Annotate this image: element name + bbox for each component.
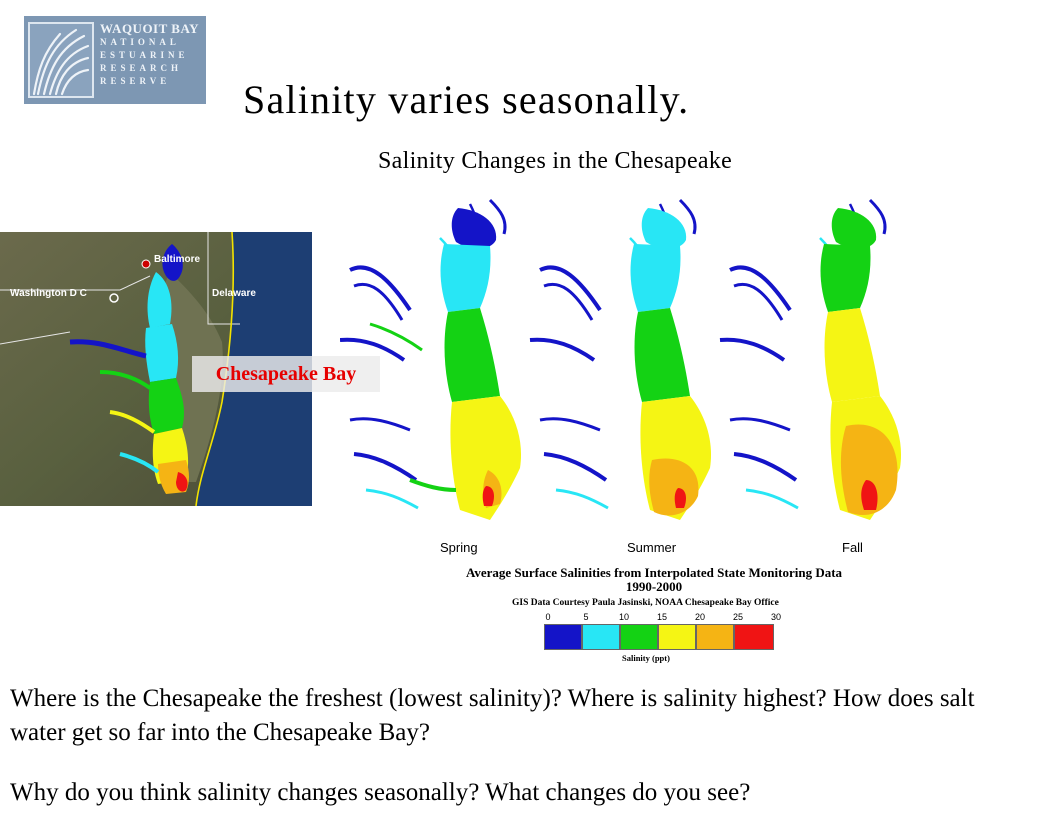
- season-label-summer: Summer: [627, 540, 677, 555]
- legend-swatch-20-25: [696, 624, 734, 650]
- summer-salinity-map: [528, 198, 712, 520]
- legend-tick: 10: [618, 612, 630, 622]
- delaware-label: Delaware: [212, 288, 256, 299]
- legend-tick: 15: [656, 612, 668, 622]
- waquoit-bay-logo: WAQUOIT BAY NATIONAL ESTUARINE RESEARCH …: [24, 16, 206, 104]
- logo-line-5: RESERVE: [100, 76, 171, 86]
- legend-tick: 25: [732, 612, 744, 622]
- caption-line-1: Average Surface Salinities from Interpol…: [465, 565, 843, 580]
- baltimore-label: Baltimore: [154, 254, 201, 265]
- season-label-fall: Fall: [842, 540, 863, 555]
- page-title: Salinity varies seasonally.: [243, 77, 690, 122]
- legend-tick: 5: [583, 612, 589, 622]
- legend-swatch-10-15: [620, 624, 658, 650]
- legend-swatch-15-20: [658, 624, 696, 650]
- marsh-grass-logo-icon: [28, 22, 94, 98]
- legend-tick: 20: [694, 612, 706, 622]
- logo-wordmark: WAQUOIT BAY NATIONAL ESTUARINE RESEARCH …: [100, 22, 204, 88]
- legend-swatch-5-10: [582, 624, 620, 650]
- salinity-legend: 0 5 10 15 20 25 30 Salinity (ppt): [544, 612, 782, 668]
- washington-label: Washington D C: [10, 288, 87, 299]
- logo-line-3: ESTUARINE: [100, 50, 189, 60]
- caption-line-2: 1990-2000: [625, 579, 683, 594]
- data-credit: GIS Data Courtesy Paula Jasinski, NOAA C…: [512, 598, 779, 608]
- legend-swatch-25-30: [734, 624, 774, 650]
- legend-swatch-0-5: [544, 624, 582, 650]
- legend-unit: Salinity (ppt): [622, 653, 670, 663]
- legend-tick: 30: [770, 612, 782, 622]
- figure-caption: Average Surface Salinities from Interpol…: [432, 566, 876, 594]
- legend-tick: 0: [545, 612, 551, 622]
- logo-line-1: WAQUOIT BAY: [100, 21, 200, 36]
- spring-salinity-map: [338, 198, 522, 520]
- logo-line-4: RESEARCH: [100, 63, 183, 73]
- chesapeake-bay-label: Chesapeake Bay: [192, 356, 380, 392]
- question-1: Where is the Chesapeake the freshest (lo…: [10, 685, 975, 746]
- logo-line-2: NATIONAL: [100, 37, 180, 47]
- seasonal-salinity-maps: [338, 190, 920, 560]
- season-label-spring: Spring: [440, 540, 478, 555]
- question-2: Why do you think salinity changes season…: [10, 779, 751, 806]
- fall-salinity-map: [718, 198, 902, 520]
- figure-subtitle: Salinity Changes in the Chesapeake: [378, 148, 733, 174]
